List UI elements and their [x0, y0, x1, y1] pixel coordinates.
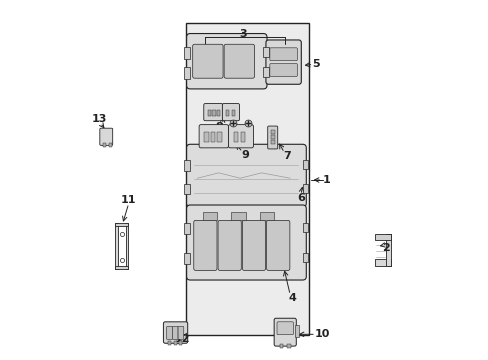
FancyBboxPatch shape: [266, 220, 289, 270]
Text: 6: 6: [297, 193, 305, 203]
FancyBboxPatch shape: [269, 64, 297, 76]
FancyBboxPatch shape: [265, 40, 301, 84]
Bar: [212, 110, 215, 116]
Bar: [302, 223, 308, 232]
Bar: [279, 343, 283, 348]
FancyBboxPatch shape: [199, 125, 228, 148]
Bar: [374, 234, 390, 240]
FancyBboxPatch shape: [192, 44, 223, 78]
Bar: [270, 140, 274, 144]
Bar: [183, 253, 190, 264]
FancyBboxPatch shape: [218, 220, 241, 270]
Bar: [263, 48, 268, 58]
Bar: [259, 212, 274, 220]
Bar: [173, 341, 176, 345]
Text: 2: 2: [381, 243, 388, 253]
Bar: [263, 67, 268, 77]
FancyBboxPatch shape: [186, 144, 305, 207]
Text: 1: 1: [322, 175, 330, 185]
Bar: [183, 67, 190, 79]
Bar: [270, 135, 274, 139]
FancyBboxPatch shape: [166, 327, 172, 339]
FancyBboxPatch shape: [276, 322, 293, 335]
Bar: [183, 47, 190, 59]
Text: 4: 4: [288, 293, 296, 303]
Bar: [385, 234, 390, 266]
Bar: [231, 110, 234, 116]
Bar: [115, 223, 118, 269]
Bar: [241, 132, 244, 142]
FancyBboxPatch shape: [186, 205, 305, 280]
Bar: [233, 132, 238, 142]
FancyBboxPatch shape: [178, 327, 183, 339]
Bar: [168, 341, 171, 345]
Bar: [231, 212, 245, 220]
FancyBboxPatch shape: [203, 104, 222, 121]
Text: 11: 11: [121, 195, 136, 204]
Bar: [302, 253, 308, 262]
FancyBboxPatch shape: [186, 33, 266, 89]
FancyBboxPatch shape: [228, 125, 253, 148]
Bar: [374, 259, 390, 266]
Bar: [287, 343, 290, 348]
Bar: [270, 130, 274, 134]
Bar: [225, 110, 229, 116]
Bar: [302, 184, 308, 193]
Bar: [302, 160, 308, 169]
Text: 7: 7: [282, 151, 290, 161]
FancyBboxPatch shape: [274, 318, 296, 346]
Text: 10: 10: [314, 329, 329, 339]
FancyBboxPatch shape: [193, 220, 217, 270]
Text: 13: 13: [92, 114, 107, 124]
Text: 12: 12: [174, 334, 189, 343]
FancyBboxPatch shape: [222, 104, 239, 121]
Bar: [216, 110, 220, 116]
Text: 5: 5: [311, 59, 319, 69]
Bar: [115, 266, 128, 269]
Text: 8: 8: [215, 122, 223, 132]
Bar: [294, 325, 298, 337]
FancyBboxPatch shape: [163, 322, 187, 343]
Text: 3: 3: [239, 28, 247, 39]
Bar: [108, 143, 112, 148]
FancyBboxPatch shape: [242, 220, 265, 270]
Bar: [125, 223, 128, 269]
FancyBboxPatch shape: [224, 44, 254, 78]
Bar: [204, 132, 208, 142]
Bar: [183, 184, 190, 194]
Text: 9: 9: [241, 150, 249, 160]
Bar: [185, 23, 308, 336]
FancyBboxPatch shape: [172, 327, 178, 339]
Bar: [183, 160, 190, 171]
Bar: [207, 110, 211, 116]
Bar: [115, 223, 128, 226]
Bar: [183, 223, 190, 234]
Bar: [103, 143, 106, 148]
FancyBboxPatch shape: [100, 128, 112, 145]
Bar: [179, 341, 182, 345]
Bar: [217, 132, 221, 142]
FancyBboxPatch shape: [267, 126, 277, 149]
Bar: [210, 132, 215, 142]
Bar: [203, 212, 217, 220]
FancyBboxPatch shape: [269, 48, 297, 61]
